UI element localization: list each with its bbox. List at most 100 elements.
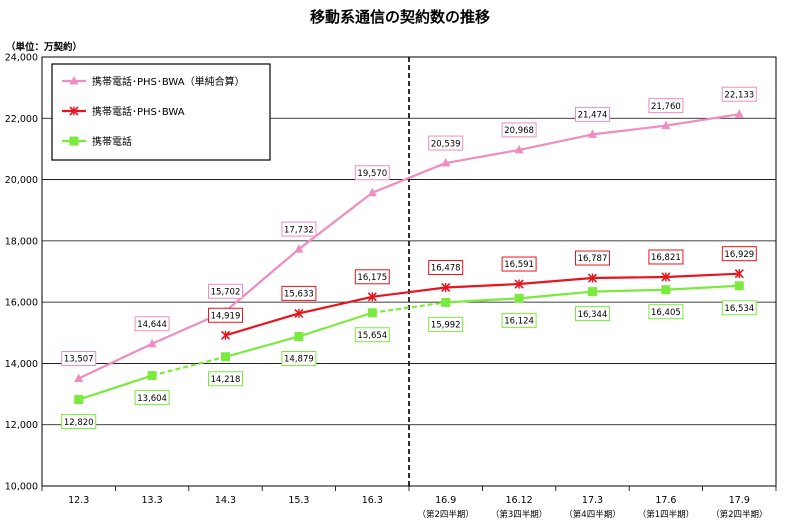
series-2-segment xyxy=(372,286,446,298)
marker-x xyxy=(587,273,598,283)
y-tick-label: 24,000 xyxy=(5,53,38,64)
data-label-box xyxy=(61,414,97,430)
marker-triangle xyxy=(367,187,377,197)
series-2-segment xyxy=(665,272,740,279)
data-label-box xyxy=(648,304,684,320)
x-tick-label: 17.9 xyxy=(729,495,750,506)
marker-triangle xyxy=(734,109,744,118)
data-label-box xyxy=(281,350,317,366)
data-label: 21,760 xyxy=(651,102,681,112)
data-label: 13,507 xyxy=(64,355,94,365)
legend-label: 携帯電話･PHS･BWA（単純合算） xyxy=(92,75,245,88)
legend-label: 携帯電話･PHS･BWA xyxy=(92,105,185,118)
marker-square xyxy=(588,287,597,297)
data-label: 16,929 xyxy=(724,250,754,260)
y-tick-label: 18,000 xyxy=(5,236,38,247)
marker-x xyxy=(441,282,451,293)
data-label: 20,968 xyxy=(504,126,534,136)
data-label-box xyxy=(575,306,610,322)
data-label-box xyxy=(428,316,464,332)
marker-triangle xyxy=(514,144,524,154)
data-label: 17,732 xyxy=(284,225,314,235)
x-tick-label: 12.3 xyxy=(68,495,89,506)
legend-box xyxy=(51,63,271,161)
marker-square xyxy=(294,331,304,341)
data-label: 12,820 xyxy=(64,418,94,428)
series-2-segment xyxy=(592,275,666,280)
marker-triangle xyxy=(69,76,79,85)
data-label: 16,591 xyxy=(504,260,534,270)
series-3-segment xyxy=(445,297,520,304)
data-label: 15,992 xyxy=(431,321,461,331)
data-label-box xyxy=(281,221,317,237)
data-label: 22,133 xyxy=(724,90,754,100)
series-1-segment xyxy=(78,342,153,380)
y-tick-label: 10,000 xyxy=(5,482,38,493)
data-label: 16,478 xyxy=(431,264,461,274)
data-label-box xyxy=(648,249,684,265)
data-label: 21,474 xyxy=(578,111,608,121)
series-3-segment xyxy=(225,335,300,358)
data-label-box xyxy=(501,122,537,138)
data-label: 14,644 xyxy=(137,320,167,330)
marker-triangle xyxy=(147,338,157,348)
marker-square xyxy=(441,297,451,307)
series-2-segment xyxy=(298,295,373,315)
data-label: 14,218 xyxy=(211,375,241,385)
marker-square xyxy=(661,285,671,295)
y-tick-label: 16,000 xyxy=(5,298,38,309)
data-label-box xyxy=(428,135,464,151)
marker-square xyxy=(734,281,744,291)
series-1-segment xyxy=(592,124,667,136)
y-tick-label: 14,000 xyxy=(5,359,38,370)
data-label-box xyxy=(575,250,610,266)
data-label-box xyxy=(208,371,243,387)
y-tick-label: 12,000 xyxy=(5,420,38,431)
marker-square xyxy=(367,308,377,318)
data-label: 15,702 xyxy=(211,287,241,297)
marker-square xyxy=(221,352,230,362)
series-3-segment xyxy=(298,311,373,338)
marker-x xyxy=(367,292,377,302)
marker-x xyxy=(514,279,524,289)
marker-x xyxy=(661,272,671,282)
data-label: 19,570 xyxy=(357,169,387,179)
data-label-box xyxy=(721,300,757,316)
marker-triangle xyxy=(74,373,84,383)
series-3-segment xyxy=(372,301,446,314)
x-tick-label: 16.9 xyxy=(435,495,456,506)
x-tick-label: 15.3 xyxy=(288,495,309,506)
data-label: 16,787 xyxy=(578,254,608,264)
data-label-box xyxy=(354,269,390,285)
x-tick-label: 13.3 xyxy=(142,495,163,506)
data-label-box xyxy=(501,312,537,328)
data-label-box xyxy=(721,86,757,102)
x-tick-label: 17.6 xyxy=(655,495,676,506)
data-label-box xyxy=(208,307,243,323)
series-1-segment xyxy=(224,248,300,313)
marker-x xyxy=(294,308,304,318)
data-label: 14,919 xyxy=(211,311,241,321)
series-3-segment xyxy=(151,355,226,377)
series-1-segment xyxy=(371,162,447,194)
marker-triangle xyxy=(441,158,451,167)
series-2-segment xyxy=(519,276,593,286)
x-tick-sublabel: （第3四半期） xyxy=(491,509,547,520)
data-label: 16,175 xyxy=(357,273,387,283)
data-label: 16,405 xyxy=(651,308,681,318)
x-tick-label: 16.12 xyxy=(505,495,532,506)
data-label-box xyxy=(648,98,684,114)
x-tick-sublabel: （第2四半期） xyxy=(711,509,767,520)
data-label: 15,633 xyxy=(284,290,314,300)
data-label-box xyxy=(575,106,610,122)
marker-square xyxy=(514,293,524,303)
data-label-box xyxy=(428,259,464,275)
x-tick-label: 14.3 xyxy=(215,495,236,506)
x-tick-sublabel: （第1四半期） xyxy=(638,509,694,520)
series-3-segment xyxy=(592,288,666,293)
data-label: 16,534 xyxy=(724,304,754,314)
series-1-segment xyxy=(518,133,593,151)
series-1-segment xyxy=(445,148,520,165)
series-3-segment xyxy=(78,374,153,401)
